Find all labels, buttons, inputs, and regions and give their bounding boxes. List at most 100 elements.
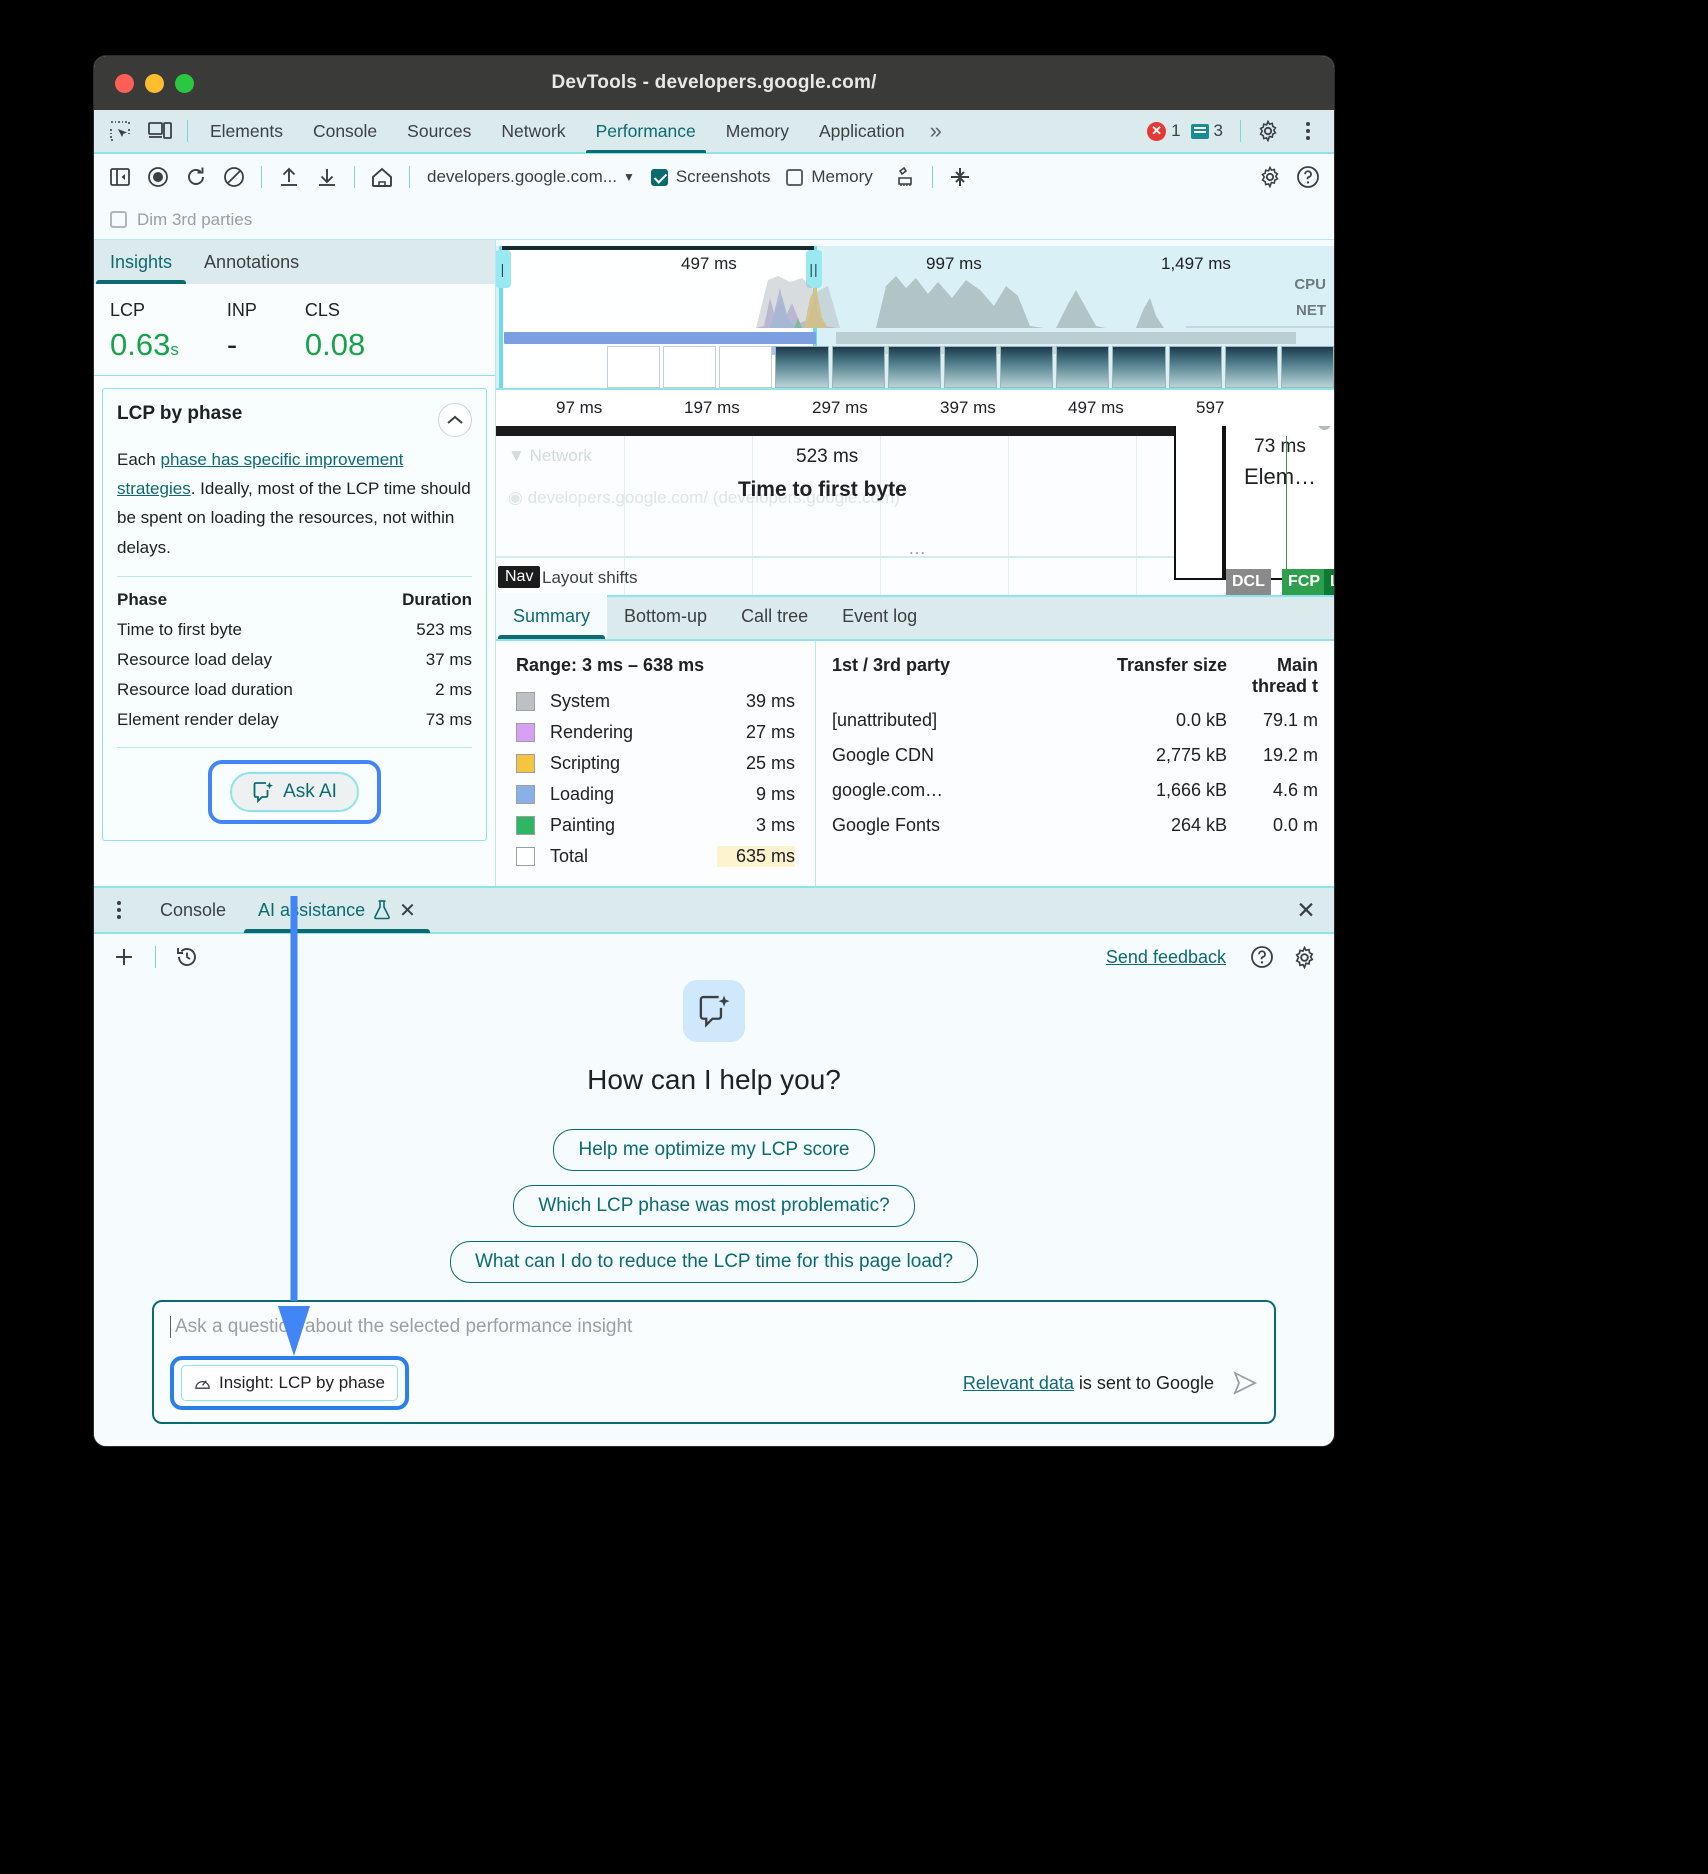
filmstrip-frame[interactable] (606, 346, 660, 388)
home-icon[interactable] (364, 161, 400, 193)
nav-chip[interactable]: Nav (498, 566, 541, 588)
element-render-delay-overlay[interactable]: 73 ms Elem… (1224, 426, 1334, 580)
filmstrip-frame[interactable] (1112, 346, 1166, 388)
inspect-icon[interactable] (103, 116, 137, 146)
tab-memory[interactable]: Memory (725, 120, 789, 141)
message-badge[interactable]: 3 (1190, 121, 1223, 141)
list-item[interactable]: Rendering 27 ms (516, 717, 795, 748)
table-row[interactable]: Time to first byte 523 ms (117, 615, 472, 645)
tab-performance[interactable]: Performance (581, 109, 711, 153)
filmstrip-frame[interactable] (887, 346, 941, 388)
chevron-up-icon[interactable] (438, 403, 472, 437)
filmstrip[interactable] (496, 346, 1334, 388)
timeline-overview[interactable]: | || 497 ms 997 ms 1,497 ms CPU NET (496, 240, 1334, 388)
upload-profile-icon[interactable] (271, 161, 307, 193)
filmstrip-frame[interactable] (719, 346, 773, 388)
table-row[interactable]: Google Fonts 264 kB 0.0 m (832, 808, 1318, 843)
layout-shifts-label[interactable]: Layout shifts (542, 568, 638, 587)
filmstrip-frame[interactable] (1056, 346, 1110, 388)
window-controls[interactable] (115, 73, 194, 93)
ellipsis-indicator[interactable]: … (908, 538, 928, 558)
suggestion-chip-2[interactable]: Which LCP phase was most problematic? (513, 1185, 915, 1227)
tab-network[interactable]: Network (501, 120, 566, 141)
table-row[interactable]: Resource load delay 37 ms (117, 645, 472, 675)
help-icon[interactable] (1290, 161, 1326, 193)
suggestion-chip-1[interactable]: Help me optimize my LCP score (553, 1129, 875, 1171)
timeline-tracks[interactable]: ▼ Network ◉ developers.google.com/ (deve… (496, 426, 1334, 595)
download-profile-icon[interactable] (309, 161, 345, 193)
filmstrip-frame[interactable] (1168, 346, 1222, 388)
table-row[interactable]: [unattributed] 0.0 kB 79.1 m (832, 703, 1318, 738)
brush-handle-left[interactable]: | (496, 250, 511, 288)
drawer-tab-ai-assistance[interactable]: AI assistance ✕ (242, 887, 432, 933)
minimize-window-button[interactable] (145, 73, 164, 93)
context-chip[interactable]: Insight: LCP by phase (181, 1365, 399, 1401)
capture-settings-icon[interactable] (1252, 161, 1288, 193)
relevant-data-link[interactable]: Relevant data (962, 1372, 1074, 1393)
table-row[interactable]: Resource load duration 2 ms (117, 675, 472, 705)
brush-handle-right[interactable]: || (806, 250, 822, 288)
ai-input-container[interactable]: Ask a question about the selected perfor… (152, 1300, 1276, 1424)
drawer-more-icon[interactable] (102, 901, 136, 919)
dim-third-parties-row[interactable]: Dim 3rd parties (94, 200, 1334, 240)
close-window-button[interactable] (115, 73, 134, 93)
tab-sources[interactable]: Sources (407, 120, 472, 141)
improvement-strategies-link[interactable]: phase has specific improvement strategie… (117, 450, 404, 499)
more-tabs-icon[interactable]: » (929, 118, 942, 143)
dcl-marker[interactable]: DCL (1226, 569, 1271, 595)
clear-icon[interactable] (216, 161, 252, 193)
gear-icon[interactable] (1286, 941, 1322, 973)
table-row[interactable]: Element render delay 73 ms (117, 705, 472, 735)
close-drawer-icon[interactable]: ✕ (1296, 896, 1316, 923)
ask-ai-button[interactable]: Ask AI (230, 771, 359, 812)
help-icon[interactable] (1244, 941, 1280, 973)
filmstrip-frame[interactable] (943, 346, 998, 388)
tab-console[interactable]: Console (312, 120, 378, 141)
history-icon[interactable] (169, 941, 205, 973)
metric-inp[interactable]: INP - (227, 300, 257, 363)
filmstrip-frame[interactable] (1000, 346, 1054, 388)
memory-checkbox[interactable]: Memory (786, 167, 873, 187)
reload-and-record-icon[interactable] (178, 161, 214, 193)
screenshots-checkbox[interactable]: Screenshots (650, 167, 770, 187)
tab-application[interactable]: Application (818, 120, 905, 141)
device-toolbar-icon[interactable] (143, 116, 177, 146)
network-track-label[interactable]: ▼ Network (508, 446, 592, 465)
tab-elements[interactable]: Elements (210, 120, 283, 141)
table-row[interactable]: Google CDN 2,775 kB 19.2 m (832, 738, 1318, 773)
close-tab-icon[interactable]: ✕ (399, 899, 416, 922)
tracks-scrollbar[interactable] (1318, 426, 1331, 430)
url-selector[interactable]: developers.google.com... ▼ (427, 167, 635, 187)
list-item[interactable]: System 39 ms (516, 686, 795, 717)
filmstrip-frame[interactable] (1280, 346, 1334, 388)
maximize-window-button[interactable] (175, 73, 194, 93)
metric-cls[interactable]: CLS 0.08 (305, 300, 365, 363)
suggestion-chip-3[interactable]: What can I do to reduce the LCP time for… (449, 1241, 979, 1283)
collapse-tracks-icon[interactable] (942, 161, 978, 193)
metric-lcp[interactable]: LCP 0.63s (110, 300, 179, 363)
tab-event-log[interactable]: Event log (842, 605, 918, 626)
gear-icon[interactable] (1251, 116, 1285, 146)
tab-insights[interactable]: Insights (94, 240, 189, 284)
filmstrip-frame[interactable] (775, 346, 829, 388)
error-badge[interactable]: ✕ 1 (1147, 121, 1181, 141)
tab-bottom-up[interactable]: Bottom-up (624, 605, 708, 626)
dim-third-parties-checkbox[interactable] (110, 211, 127, 228)
sidebar-toggle-icon[interactable] (102, 161, 138, 193)
list-item[interactable]: Painting 3 ms (516, 810, 795, 841)
network-request-row[interactable]: ◉ developers.google.com/ (developers.goo… (508, 488, 900, 507)
filmstrip-frame[interactable] (831, 346, 885, 388)
table-row[interactable]: google.com… 1,666 kB 4.6 m (832, 773, 1318, 808)
fcp-marker[interactable]: FCP (1282, 569, 1326, 595)
tab-summary[interactable]: Summary (496, 593, 608, 639)
list-item[interactable]: Total 635 ms (516, 841, 795, 872)
drawer-tab-console[interactable]: Console (144, 887, 242, 933)
list-item[interactable]: Loading 9 ms (516, 779, 795, 810)
more-options-icon[interactable] (1291, 116, 1325, 146)
new-chat-icon[interactable] (106, 941, 142, 973)
list-item[interactable]: Scripting 25 ms (516, 748, 795, 779)
send-feedback-link[interactable]: Send feedback (1105, 946, 1226, 967)
tab-annotations[interactable]: Annotations (204, 251, 300, 272)
record-icon[interactable] (140, 161, 176, 193)
tab-call-tree[interactable]: Call tree (741, 605, 809, 626)
